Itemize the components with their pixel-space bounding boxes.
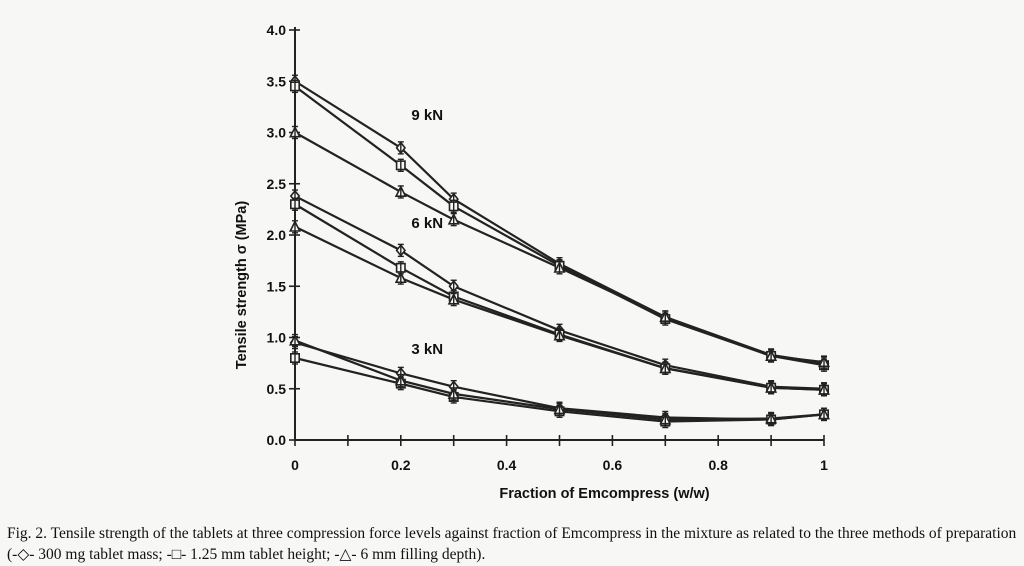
x-tick-label: 0.2 [391, 457, 411, 473]
force-level-label: 6 kN [411, 215, 443, 232]
force-level-label: 9 kN [411, 107, 443, 124]
series-line-diamond [294, 80, 825, 365]
axes: 0.0 0.5 1.0 1.5 2.0 2.5 3.0 3.5 4.0 0 0.2 0.4 0.6 0.8… [267, 22, 829, 473]
x-tick-label: 0.6 [603, 457, 623, 473]
y-tick-label: 2.0 [267, 227, 287, 243]
y-axis-title: Tensile strength σ (MPa) [234, 201, 250, 370]
series-line-square [294, 203, 825, 391]
series-line-diamond [294, 195, 825, 390]
x-tick-label: 0.4 [497, 457, 517, 473]
y-tick-label: 0.5 [267, 381, 287, 397]
x-axis-title: Fraction of Emcompress (w/w) [499, 486, 709, 502]
x-tick-label: 0 [291, 457, 299, 473]
series-markers [289, 74, 830, 429]
force-level-label: 3 kN [411, 341, 443, 358]
y-tick-label: 3.0 [267, 125, 287, 141]
series-line-square [294, 85, 825, 367]
y-tick-label: 0.0 [267, 432, 287, 448]
y-tick-label: 2.5 [267, 176, 287, 192]
x-tick-label: 0.8 [708, 457, 728, 473]
x-tick-label: 1 [820, 457, 828, 473]
figure-caption: Fig. 2. Tensile strength of the tablets … [7, 525, 1017, 563]
y-tick-label: 1.0 [267, 330, 287, 346]
y-tick-label: 4.0 [267, 22, 287, 38]
annotations: 9 kN 6 kN 3 kN [411, 107, 443, 358]
series-lines [294, 80, 825, 423]
y-tick-label: 1.5 [267, 278, 287, 294]
y-tick-label: 3.5 [267, 73, 287, 89]
